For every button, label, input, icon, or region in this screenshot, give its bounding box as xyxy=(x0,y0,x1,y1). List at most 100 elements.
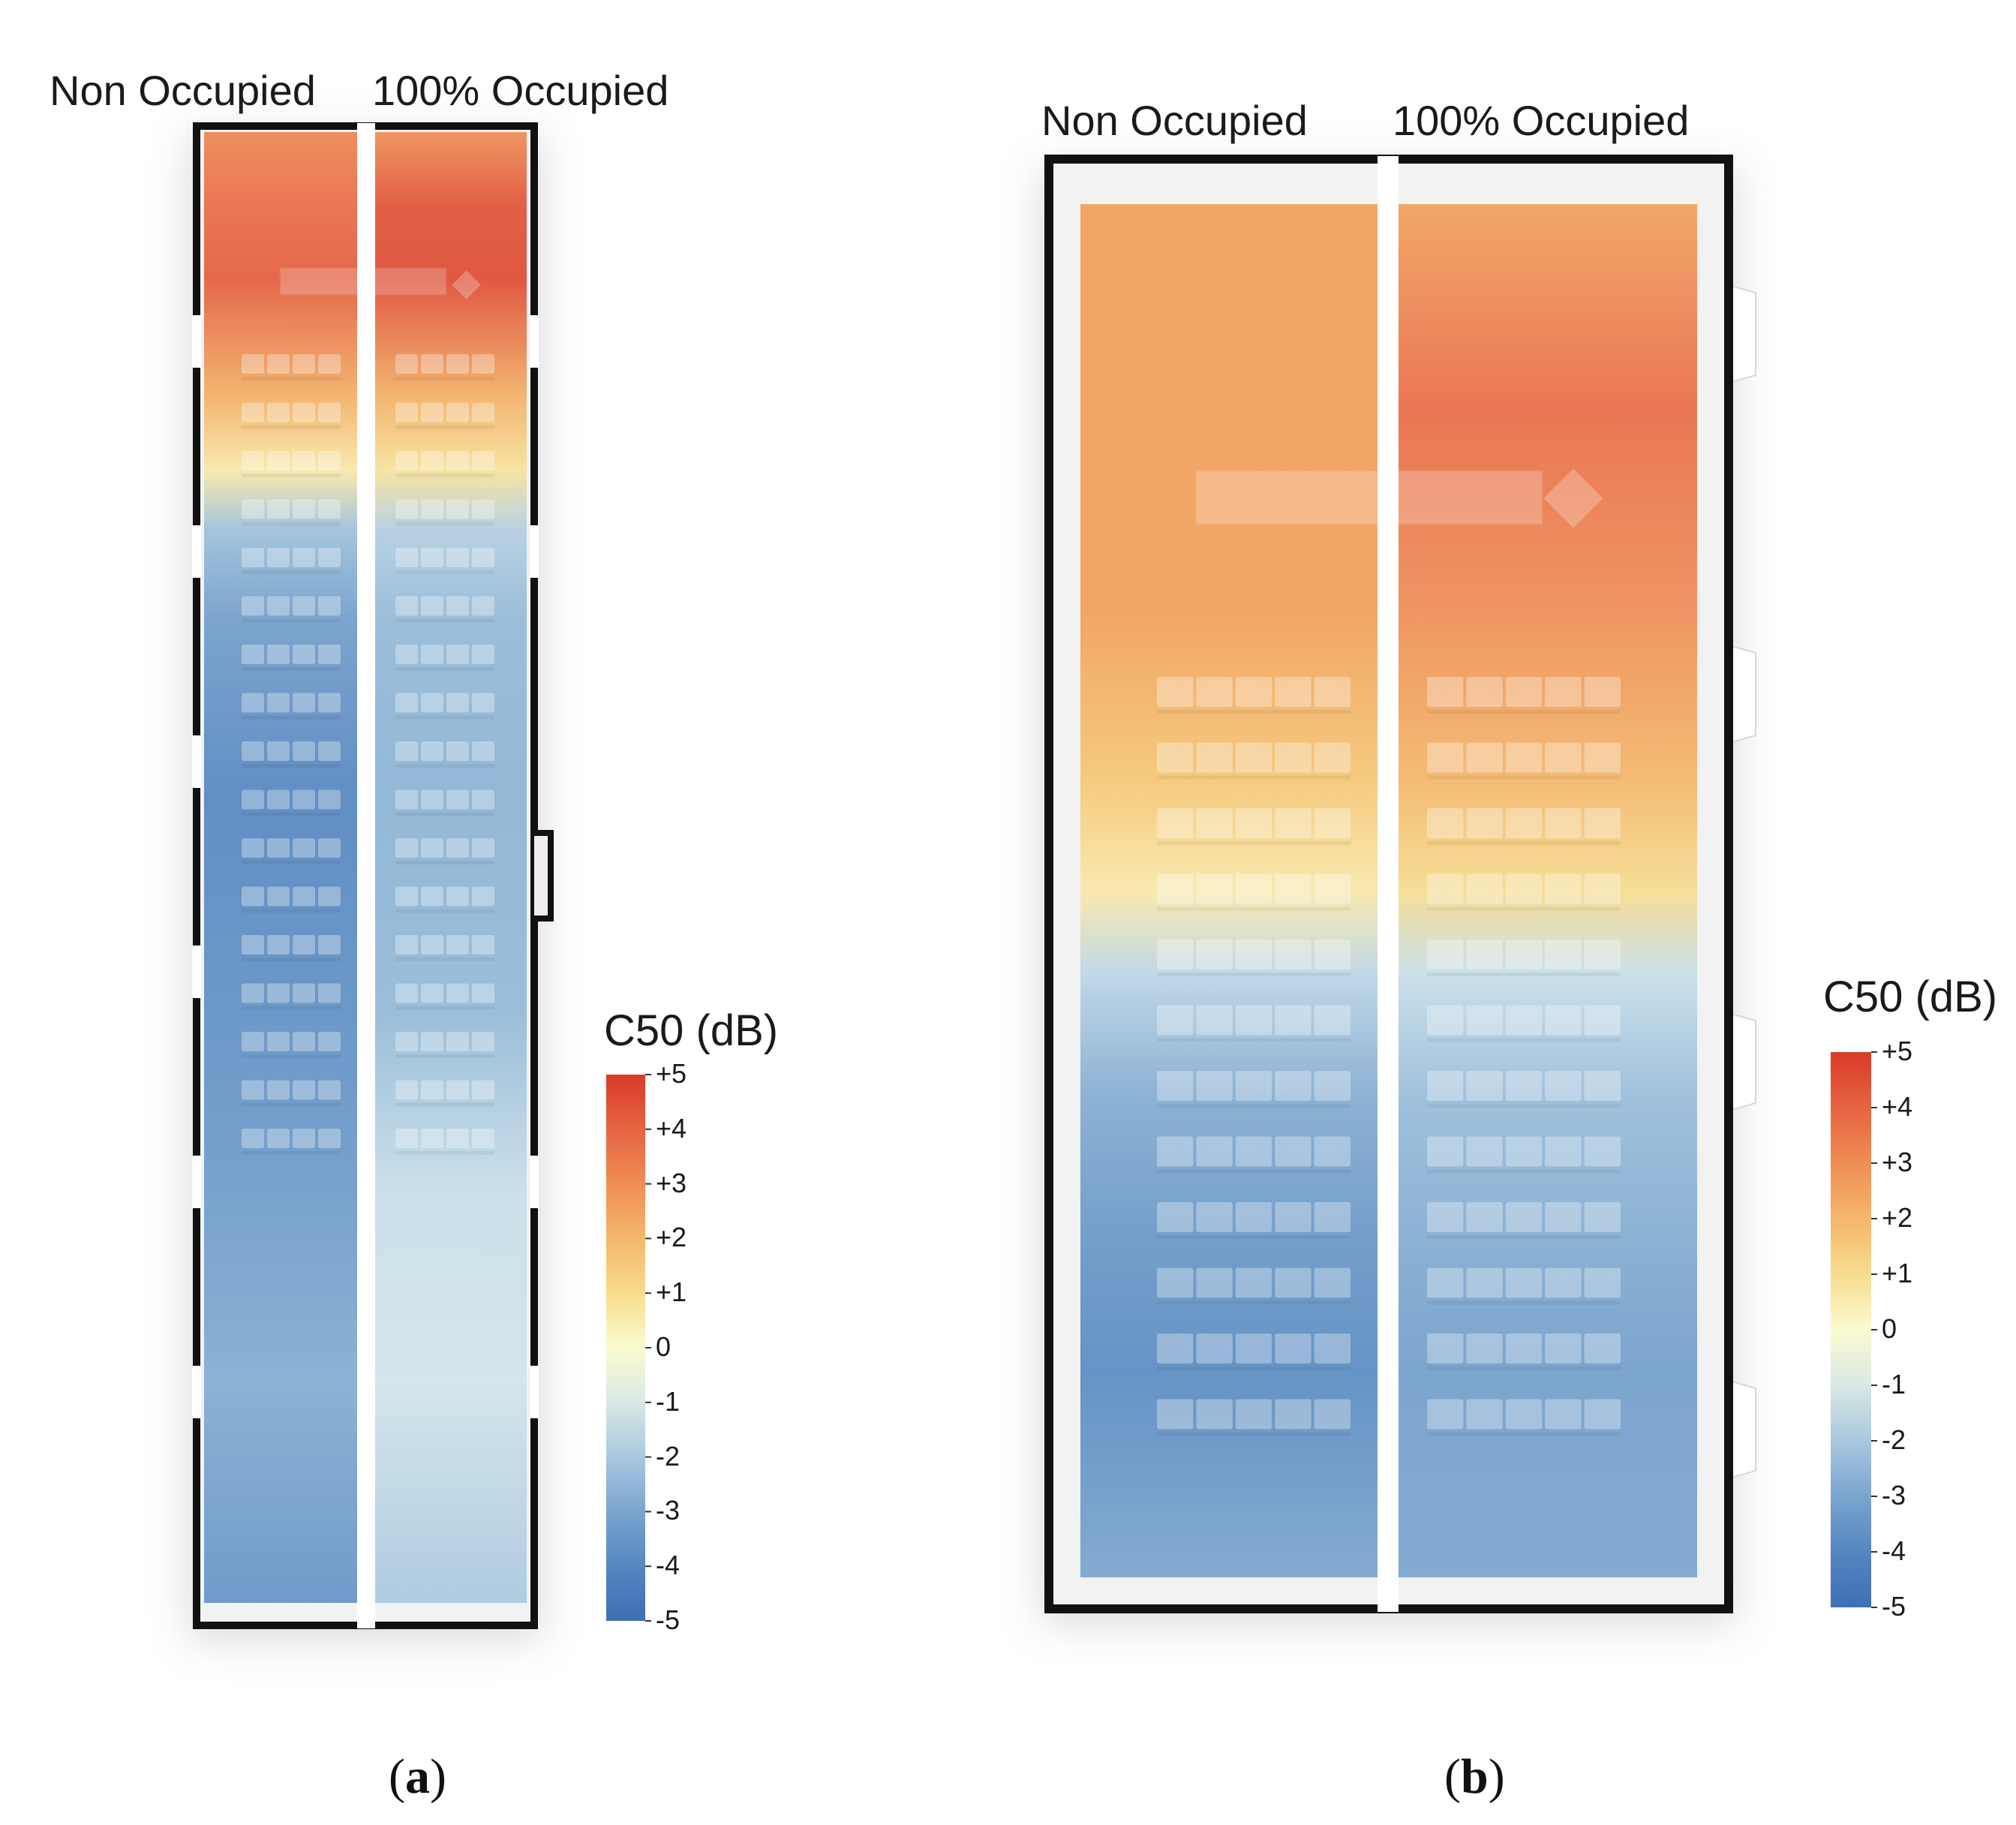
seat xyxy=(395,693,418,713)
seat xyxy=(293,741,315,761)
seat-row-shadow xyxy=(1427,1104,1621,1108)
seat xyxy=(421,1032,443,1051)
seat xyxy=(1505,677,1543,707)
seat-row-shadow xyxy=(395,1054,494,1058)
seat xyxy=(242,451,264,471)
seat xyxy=(242,741,264,761)
non-occupied-label: Non Occupied xyxy=(50,67,316,114)
seat xyxy=(395,741,418,761)
seat xyxy=(1275,1005,1311,1036)
seat xyxy=(472,499,494,519)
seat xyxy=(1545,1202,1582,1232)
seat xyxy=(1584,873,1621,904)
seat xyxy=(421,645,443,664)
seat xyxy=(1505,1267,1543,1298)
seat-row-shadow xyxy=(242,909,341,913)
heatmap-plan-b xyxy=(1041,155,1877,1624)
seat xyxy=(446,354,469,374)
seat xyxy=(318,645,341,664)
seat-row-shadow xyxy=(1427,906,1621,911)
seat xyxy=(395,1080,418,1100)
seat-row-shadow xyxy=(395,1102,494,1107)
seat xyxy=(267,499,290,519)
seat xyxy=(395,935,418,955)
seat-row-shadow xyxy=(242,1102,341,1107)
seat xyxy=(472,1080,494,1100)
seat xyxy=(1275,940,1311,970)
seat xyxy=(318,838,341,858)
wall-opening xyxy=(192,735,201,788)
seat-row-shadow xyxy=(1157,1300,1351,1305)
seat xyxy=(267,1032,290,1051)
seat xyxy=(293,1129,315,1148)
seat-row-shadow xyxy=(242,618,341,623)
seat xyxy=(1157,1071,1194,1101)
seat-row-shadow xyxy=(395,715,494,720)
seat xyxy=(472,886,494,906)
seat xyxy=(446,499,469,519)
seat xyxy=(318,402,341,422)
seat xyxy=(293,838,315,858)
seat xyxy=(1275,873,1311,904)
seat xyxy=(267,1080,290,1100)
seat-row-shadow xyxy=(1427,1235,1621,1239)
seat-row-shadow xyxy=(242,474,341,477)
seat xyxy=(1235,1202,1272,1232)
seat-row-shadow xyxy=(1157,775,1351,780)
seat xyxy=(293,548,315,567)
seat xyxy=(1584,1202,1621,1232)
seat xyxy=(1545,1333,1582,1363)
colorbar-tick-label: +4 xyxy=(656,1112,687,1144)
seat xyxy=(1157,1202,1194,1232)
seat xyxy=(395,451,418,471)
seat xyxy=(1157,677,1194,707)
wall-opening xyxy=(192,946,201,998)
seat xyxy=(421,741,443,761)
seat xyxy=(1235,1136,1272,1167)
seat-row-shadow xyxy=(1157,1104,1351,1108)
seat-row-shadow xyxy=(1427,973,1621,976)
seat xyxy=(472,693,494,713)
seat xyxy=(1505,1202,1543,1232)
seat xyxy=(1427,1005,1464,1036)
seat xyxy=(472,1129,494,1148)
seat-row-shadow xyxy=(395,958,494,961)
seat xyxy=(318,1080,341,1100)
seat xyxy=(1545,1071,1582,1101)
seat xyxy=(242,789,264,810)
seat xyxy=(1427,940,1464,970)
seat xyxy=(1196,1399,1233,1430)
seat xyxy=(472,451,494,471)
seat xyxy=(293,596,315,616)
seat xyxy=(318,354,341,374)
panel-caption: (a) xyxy=(389,1749,446,1804)
colorbar-tick-label: +1 xyxy=(656,1276,687,1308)
seat xyxy=(395,645,418,664)
seat xyxy=(421,983,443,1003)
seat xyxy=(472,741,494,761)
seat xyxy=(267,983,290,1003)
seat xyxy=(1157,1005,1194,1036)
seat-row-shadow xyxy=(242,522,341,526)
seat xyxy=(395,1032,418,1051)
seat xyxy=(1545,873,1582,904)
seat xyxy=(1505,873,1543,904)
seat xyxy=(267,548,290,567)
seat xyxy=(1427,1399,1464,1430)
seat-row-shadow xyxy=(395,570,494,574)
seat xyxy=(421,1129,443,1148)
seat xyxy=(1196,1071,1233,1101)
seat xyxy=(1157,1136,1194,1167)
colorbar-tick-label: +2 xyxy=(656,1222,687,1253)
seat xyxy=(1545,742,1582,773)
seat xyxy=(242,354,264,374)
seat xyxy=(472,402,494,422)
seat xyxy=(1314,677,1351,707)
seat xyxy=(1584,1333,1621,1363)
seat xyxy=(1235,1005,1272,1036)
seat xyxy=(1466,1333,1503,1363)
seat xyxy=(1505,1136,1543,1167)
wall-opening xyxy=(530,1366,539,1418)
seat xyxy=(1584,940,1621,970)
colorbar-tick-label: +1 xyxy=(1882,1258,1913,1288)
